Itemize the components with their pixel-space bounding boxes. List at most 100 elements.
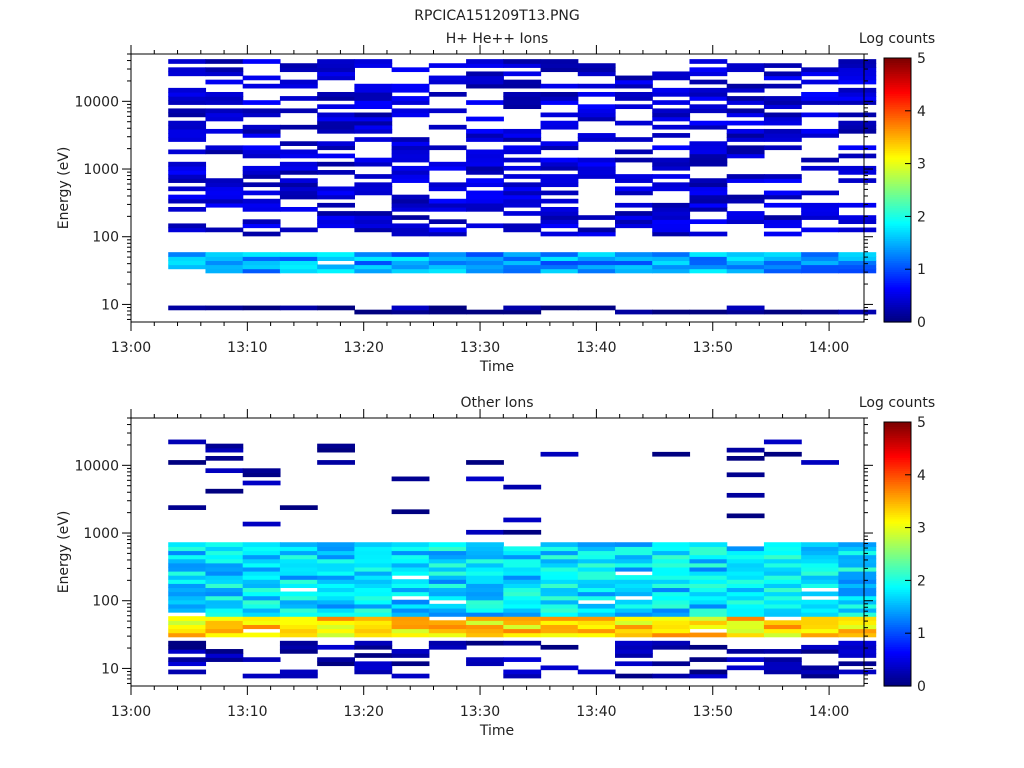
- heatmap-cell: [205, 260, 244, 266]
- heatmap-cell: [391, 649, 430, 654]
- heatmap-cell: [763, 570, 802, 576]
- heatmap-cell: [168, 607, 207, 613]
- heatmap-cell: [205, 59, 244, 64]
- heatmap-cell: [242, 587, 281, 593]
- heatmap-cell: [317, 63, 355, 68]
- heatmap-cell: [689, 87, 728, 93]
- heatmap-cell: [466, 100, 504, 105]
- heatmap-cell: [354, 104, 393, 110]
- colorbar-segment: [884, 247, 911, 250]
- heatmap-cell: [726, 260, 765, 266]
- heatmap-cell: [205, 100, 244, 105]
- heatmap-cell: [503, 194, 542, 200]
- heatmap-cell: [391, 599, 430, 605]
- heatmap-cell: [354, 644, 393, 650]
- heatmap-cell: [577, 174, 616, 179]
- heatmap-cell: [801, 71, 839, 77]
- heatmap-cell: [391, 616, 430, 621]
- heatmap-cell: [168, 505, 207, 510]
- heatmap-cell: [763, 190, 802, 196]
- heatmap-cell: [466, 268, 504, 274]
- heatmap-cell: [540, 579, 579, 584]
- heatmap-cell: [801, 227, 839, 233]
- heatmap-cell: [801, 558, 839, 564]
- heatmap-cell: [279, 632, 318, 638]
- heatmap-cell: [428, 546, 467, 552]
- colorbar-segment: [884, 190, 911, 193]
- heatmap-cell: [763, 223, 802, 229]
- heatmap-cell: [168, 439, 207, 445]
- heatmap-cell: [577, 579, 616, 584]
- heatmap-cell: [726, 583, 765, 589]
- heatmap-cell: [354, 112, 393, 118]
- heatmap-cell: [615, 587, 653, 593]
- colorbar-segment: [884, 234, 911, 237]
- heatmap-cell: [168, 591, 207, 597]
- heatmap-cell: [577, 546, 616, 552]
- heatmap-cell: [763, 75, 802, 81]
- heatmap-cell: [242, 305, 281, 311]
- colorbar-segment: [884, 117, 911, 121]
- heatmap-cell: [168, 566, 207, 572]
- colorbar-segment: [884, 628, 911, 632]
- colorbar-segment: [884, 488, 911, 491]
- heatmap-cell: [317, 202, 355, 208]
- heatmap-cell: [652, 628, 691, 634]
- panel-2-title: Other Ions: [460, 395, 533, 411]
- colorbar-frame: [883, 421, 912, 687]
- colorbar-segment: [884, 527, 911, 531]
- y-tick-label: 10000: [74, 94, 119, 110]
- heatmap-cell: [540, 451, 579, 457]
- heatmap-cell: [726, 632, 765, 638]
- heatmap-cell: [801, 460, 839, 465]
- colorbar-segment: [884, 77, 911, 81]
- heatmap-cell: [615, 211, 653, 216]
- heatmap-cell: [279, 165, 318, 171]
- heatmap-cell: [391, 264, 430, 270]
- heatmap-cell: [801, 570, 839, 576]
- heatmap-cell: [279, 612, 318, 617]
- heatmap-cell: [540, 182, 579, 188]
- colorbar-segment: [884, 249, 911, 253]
- heatmap-cell: [466, 63, 504, 68]
- heatmap-cell: [801, 309, 839, 315]
- heatmap-cell: [763, 128, 802, 134]
- colorbar-segment: [884, 146, 911, 149]
- heatmap-cell: [168, 71, 207, 77]
- heatmap-cell: [205, 628, 244, 634]
- heatmap-cell: [577, 71, 616, 77]
- colorbar-segment: [884, 150, 911, 154]
- heatmap-cell: [652, 616, 691, 621]
- colorbar-segment: [884, 485, 911, 489]
- heatmap-cell: [317, 542, 355, 547]
- heatmap-cell: [205, 190, 244, 196]
- heatmap-cell: [428, 632, 467, 638]
- heatmap-cell: [801, 644, 839, 650]
- heatmap-cell: [763, 174, 802, 179]
- heatmap-cell: [577, 252, 616, 257]
- heatmap-cell: [838, 640, 877, 646]
- heatmap-cell: [689, 657, 728, 662]
- heatmap-cell: [168, 194, 207, 200]
- heatmap-cell: [428, 305, 467, 311]
- heatmap-cell: [503, 260, 542, 266]
- heatmap-cell: [466, 309, 504, 315]
- colorbar-segment: [884, 311, 911, 314]
- heatmap-cell: [391, 583, 430, 589]
- heatmap-cell: [428, 182, 467, 188]
- heatmap-cell: [801, 624, 839, 630]
- heatmap-cell: [391, 145, 430, 151]
- heatmap-cell: [428, 575, 467, 580]
- colorbar-segment: [884, 569, 911, 573]
- heatmap-cell: [577, 554, 616, 560]
- heatmap-cell: [615, 137, 653, 142]
- heatmap-cell: [317, 256, 355, 261]
- heatmap-cell: [801, 566, 839, 572]
- heatmap-cell: [763, 657, 802, 662]
- colorbar-segment: [884, 536, 911, 540]
- heatmap-cell: [689, 231, 728, 237]
- colorbar-segment: [884, 251, 911, 255]
- heatmap-cell: [428, 558, 467, 564]
- colorbar-segment: [884, 264, 911, 268]
- heatmap-cell: [540, 607, 579, 613]
